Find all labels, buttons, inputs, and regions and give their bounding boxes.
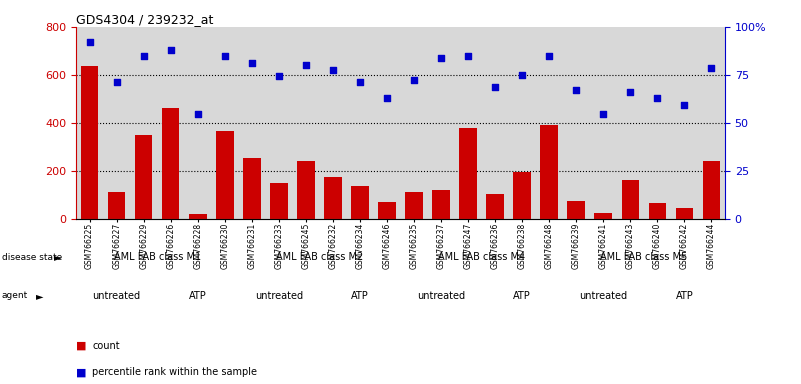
Point bbox=[516, 72, 529, 78]
Point bbox=[111, 79, 123, 85]
Text: ATP: ATP bbox=[513, 291, 531, 301]
Bar bbox=[157, 27, 184, 219]
Bar bbox=[622, 180, 639, 219]
Point bbox=[245, 60, 258, 66]
Text: AML FAB class M5: AML FAB class M5 bbox=[600, 252, 687, 262]
Text: untreated: untreated bbox=[417, 291, 465, 301]
Bar bbox=[675, 208, 693, 219]
Bar bbox=[135, 135, 152, 219]
Bar bbox=[320, 27, 346, 219]
Bar bbox=[351, 187, 368, 219]
Bar bbox=[509, 27, 536, 219]
Bar bbox=[513, 172, 531, 219]
Point bbox=[461, 53, 474, 59]
Point bbox=[272, 73, 285, 79]
Bar bbox=[644, 27, 671, 219]
Point bbox=[624, 89, 637, 95]
Bar bbox=[346, 27, 373, 219]
Text: ATP: ATP bbox=[675, 291, 693, 301]
Bar bbox=[265, 27, 292, 219]
Bar bbox=[541, 125, 558, 219]
Bar bbox=[562, 27, 590, 219]
Text: ■: ■ bbox=[76, 341, 87, 351]
Point bbox=[327, 67, 340, 73]
Text: AML FAB class M4: AML FAB class M4 bbox=[438, 252, 525, 262]
Text: count: count bbox=[92, 341, 119, 351]
Bar bbox=[649, 203, 666, 219]
Text: ATP: ATP bbox=[189, 291, 207, 301]
Point bbox=[570, 88, 582, 94]
Bar bbox=[103, 27, 130, 219]
Bar bbox=[428, 27, 455, 219]
Point bbox=[164, 46, 177, 53]
Bar bbox=[481, 27, 509, 219]
Bar bbox=[378, 202, 396, 219]
Text: ►: ► bbox=[54, 252, 62, 262]
Bar bbox=[239, 27, 265, 219]
Text: percentile rank within the sample: percentile rank within the sample bbox=[92, 367, 257, 377]
Point bbox=[380, 94, 393, 101]
Text: agent: agent bbox=[2, 291, 28, 300]
Text: GDS4304 / 239232_at: GDS4304 / 239232_at bbox=[76, 13, 214, 26]
Bar bbox=[373, 27, 400, 219]
Point bbox=[597, 111, 610, 118]
Bar bbox=[243, 158, 260, 219]
Bar bbox=[567, 201, 585, 219]
Bar bbox=[162, 109, 179, 219]
Bar bbox=[189, 214, 207, 219]
Bar bbox=[590, 27, 617, 219]
Point bbox=[651, 94, 664, 101]
Bar bbox=[617, 27, 644, 219]
Text: ATP: ATP bbox=[351, 291, 368, 301]
Bar bbox=[81, 66, 99, 219]
Bar bbox=[459, 127, 477, 219]
Bar bbox=[454, 27, 481, 219]
Bar bbox=[292, 27, 320, 219]
Bar bbox=[433, 190, 450, 219]
Bar bbox=[536, 27, 563, 219]
Bar bbox=[76, 27, 103, 219]
Bar bbox=[108, 192, 126, 219]
Bar bbox=[216, 131, 234, 219]
Point bbox=[489, 84, 501, 90]
Bar bbox=[670, 27, 698, 219]
Point bbox=[219, 53, 231, 59]
Bar bbox=[400, 27, 428, 219]
Bar bbox=[702, 161, 720, 219]
Bar bbox=[594, 213, 612, 219]
Bar bbox=[405, 192, 423, 219]
Point bbox=[678, 102, 690, 108]
Point bbox=[408, 77, 421, 83]
Point bbox=[191, 111, 204, 118]
Point bbox=[83, 40, 96, 46]
Text: ►: ► bbox=[36, 291, 43, 301]
Bar bbox=[184, 27, 211, 219]
Bar bbox=[324, 177, 342, 219]
Bar bbox=[211, 27, 239, 219]
Bar bbox=[698, 27, 725, 219]
Point bbox=[137, 53, 150, 59]
Text: AML FAB class M1: AML FAB class M1 bbox=[114, 252, 201, 262]
Text: untreated: untreated bbox=[579, 291, 627, 301]
Text: untreated: untreated bbox=[93, 291, 141, 301]
Bar bbox=[297, 161, 315, 219]
Point bbox=[300, 62, 312, 68]
Text: disease state: disease state bbox=[2, 253, 62, 262]
Point bbox=[705, 65, 718, 71]
Text: AML FAB class M2: AML FAB class M2 bbox=[276, 252, 363, 262]
Point bbox=[435, 55, 448, 61]
Bar bbox=[130, 27, 157, 219]
Bar bbox=[486, 194, 504, 219]
Text: ■: ■ bbox=[76, 367, 87, 377]
Point bbox=[543, 53, 556, 59]
Point bbox=[353, 79, 366, 85]
Bar bbox=[270, 183, 288, 219]
Text: untreated: untreated bbox=[255, 291, 303, 301]
